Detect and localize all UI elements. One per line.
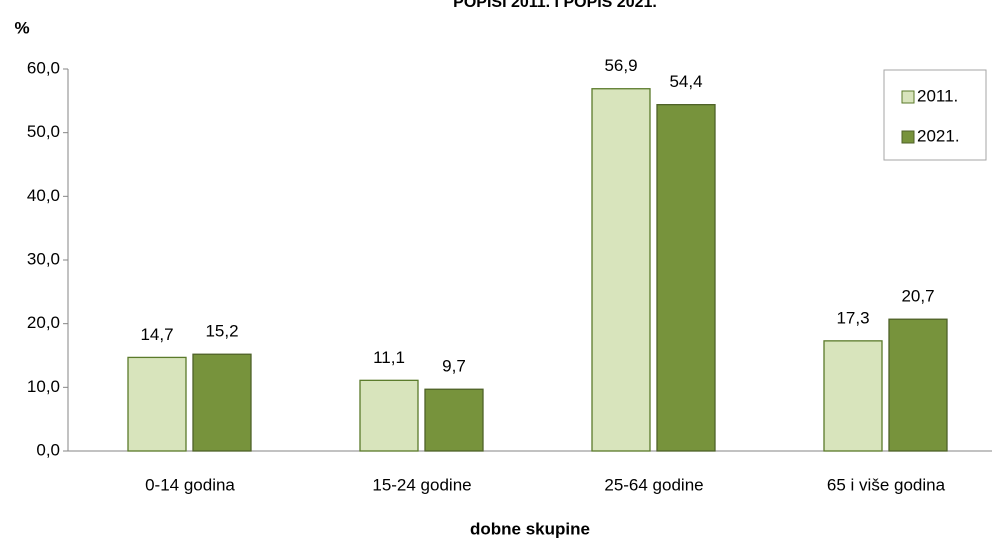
x-axis-label: dobne skupine: [470, 519, 590, 538]
bar: [424, 388, 484, 452]
value-label: 15,2: [205, 322, 238, 341]
value-label: 56,9: [604, 56, 637, 75]
legend-label: 2021.: [917, 126, 960, 145]
y-axis-label: %: [14, 18, 29, 37]
bar: [359, 379, 419, 452]
x-tick-label: 25-64 godine: [604, 475, 703, 494]
value-label: 9,7: [442, 357, 466, 376]
y-tick-label: 20,0: [27, 313, 60, 332]
y-tick-label: 60,0: [27, 58, 60, 77]
bar: [888, 318, 948, 452]
bar: [656, 104, 716, 452]
value-label: 17,3: [836, 308, 869, 327]
value-label: 11,1: [373, 348, 405, 367]
value-label: 54,4: [669, 72, 702, 91]
legend-box: [883, 69, 987, 161]
bar: [823, 340, 883, 452]
legend-swatch: [901, 130, 915, 144]
y-tick-label: 30,0: [27, 249, 60, 268]
x-tick-label: 65 i više godina: [827, 475, 946, 494]
y-tick-label: 50,0: [27, 122, 60, 141]
x-tick-label: 15-24 godine: [372, 475, 471, 494]
y-tick-label: 40,0: [27, 186, 60, 205]
bar: [192, 353, 252, 452]
y-tick-label: 0,0: [36, 440, 60, 459]
legend-swatch: [901, 90, 915, 104]
legend-label: 2011.: [917, 86, 958, 105]
y-tick-label: 10,0: [27, 377, 60, 396]
bar: [591, 88, 651, 452]
x-tick-label: 0-14 godina: [145, 475, 235, 494]
value-label: 14,7: [140, 325, 173, 344]
chart-title: POPISI 2011. I POPIS 2021.: [453, 0, 657, 11]
bar: [127, 356, 187, 452]
value-label: 20,7: [901, 287, 934, 306]
